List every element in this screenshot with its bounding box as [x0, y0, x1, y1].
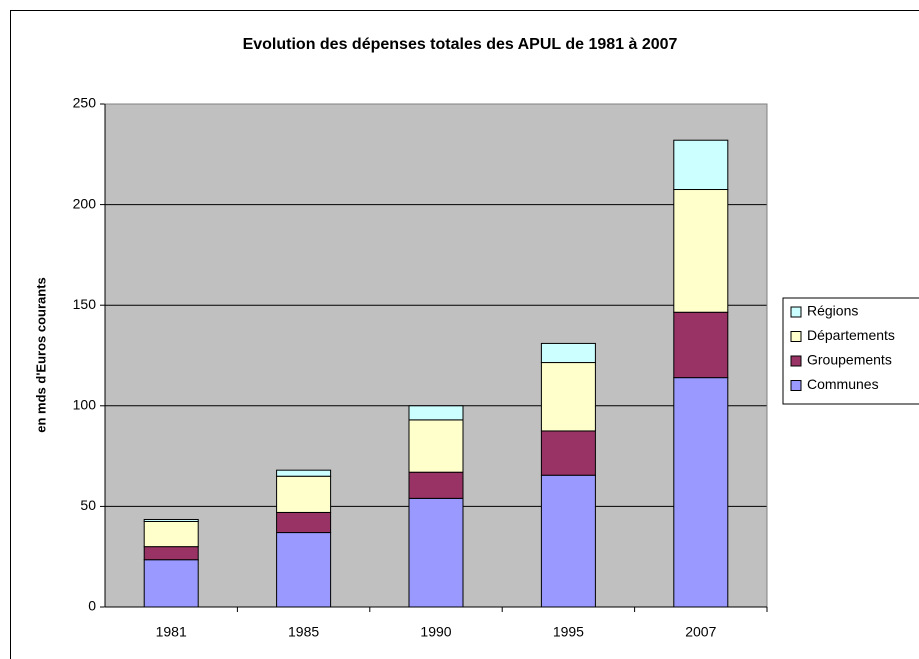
bar-segment [276, 511, 332, 534]
legend-swatch [790, 306, 802, 318]
bar-segment [540, 342, 596, 364]
bar-segment [143, 520, 199, 548]
legend-swatch [790, 331, 802, 342]
legend-swatch [790, 380, 802, 391]
bar-segment [540, 362, 596, 432]
bar-segment [276, 469, 332, 477]
x-tick-label: 1995 [553, 624, 584, 640]
bar-segment [540, 474, 596, 608]
bar-segment [673, 377, 729, 608]
bar-segment [673, 189, 729, 313]
x-tick-label: 1990 [420, 624, 451, 640]
y-tick-label: 250 [73, 95, 97, 111]
legend-swatch [790, 355, 802, 367]
bar-segment [540, 430, 596, 476]
chart-title: Evolution des dépenses totales des APUL … [243, 36, 678, 53]
bar-segment [408, 471, 464, 499]
bar-segment [673, 139, 729, 191]
y-tick-label: 200 [73, 195, 97, 211]
y-tick-label: 150 [73, 296, 97, 312]
legend-box [782, 297, 919, 405]
bar-segment [276, 475, 332, 513]
bar-segment [276, 532, 332, 608]
x-tick-label: 2007 [685, 624, 716, 640]
x-tick-label: 1985 [288, 624, 319, 640]
y-axis-label: en mds d'Euros courants [33, 277, 48, 433]
legend-label: Groupements [807, 352, 892, 368]
bar-segment [143, 518, 199, 522]
y-tick-label: 50 [80, 497, 96, 513]
bar-segment [408, 405, 464, 421]
legend-label: Communes [807, 376, 879, 392]
legend-label: Régions [807, 303, 858, 319]
bar-segment [408, 497, 464, 608]
bar-segment [408, 419, 464, 473]
y-tick-label: 100 [73, 397, 97, 413]
bar-segment [143, 559, 199, 608]
legend-label: Départements [807, 327, 895, 343]
y-tick-label: 0 [88, 598, 96, 614]
x-tick-label: 1981 [156, 624, 187, 640]
bar-segment [673, 311, 729, 379]
bar-segment [143, 546, 199, 561]
